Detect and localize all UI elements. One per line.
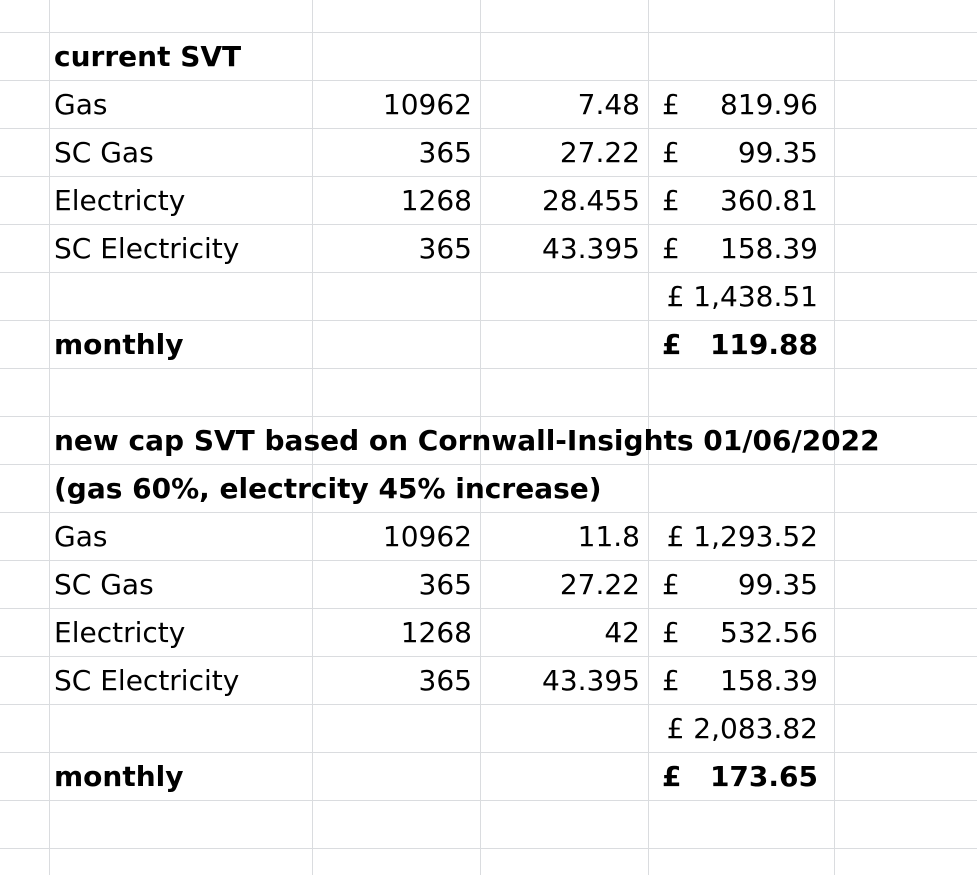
sheet-cell[interactable]: Gas <box>54 88 108 121</box>
sheet-cell[interactable]: SC Gas <box>54 136 154 169</box>
sheet-row: Electricty 1268 42 £532.56 <box>0 609 977 657</box>
sheet-cell[interactable]: Electricty <box>54 616 186 649</box>
sheet-cell[interactable]: monthly <box>54 760 184 793</box>
sheet-row: Electricty 1268 28.455 £360.81 <box>0 177 977 225</box>
sheet-cell[interactable]: 158.39 <box>720 664 818 697</box>
sheet-cell[interactable]: (gas 60%, electrcity 45% increase) <box>54 472 602 505</box>
sheet-row: SC Gas 365 27.22 £99.35 <box>0 129 977 177</box>
sheet-row: (gas 60%, electrcity 45% increase) <box>0 465 977 513</box>
sheet-cell[interactable]: 819.96 <box>720 88 818 121</box>
sheet-row: SC Electricity 365 43.395 £158.39 <box>0 225 977 273</box>
sheet-cell[interactable]: 28.455 <box>542 184 640 217</box>
sheet-cell[interactable]: 365 <box>418 664 472 697</box>
sheet-cell[interactable]: £ <box>662 88 680 121</box>
sheet-cell[interactable]: SC Electricity <box>54 664 240 697</box>
sheet-cell[interactable]: 365 <box>418 136 472 169</box>
sheet-cell[interactable]: £ <box>662 328 682 361</box>
sheet-cell[interactable]: 365 <box>418 232 472 265</box>
sheet-cell[interactable]: £ 2,083.82 <box>666 712 818 745</box>
sheet-cell[interactable]: £ <box>662 664 680 697</box>
sheet-row: £ 2,083.82 <box>0 705 977 753</box>
sheet-cell[interactable]: 43.395 <box>542 232 640 265</box>
sheet-cell[interactable]: 99.35 <box>737 568 818 601</box>
sheet-cell[interactable]: current SVT <box>54 40 242 73</box>
sheet-cell[interactable]: £ <box>662 760 682 793</box>
sheet-cell[interactable]: 173.65 <box>709 760 818 793</box>
sheet-cell[interactable]: 1268 <box>400 184 472 217</box>
sheet-cell[interactable]: £ <box>662 136 680 169</box>
sheet-row: SC Electricity 365 43.395 £158.39 <box>0 657 977 705</box>
sheet-cell[interactable]: Gas <box>54 520 108 553</box>
sheet-cell[interactable]: SC Electricity <box>54 232 240 265</box>
sheet-cell[interactable]: 1268 <box>400 616 472 649</box>
sheet-cell[interactable]: 158.39 <box>720 232 818 265</box>
sheet-row <box>0 0 977 33</box>
sheet-cell[interactable]: 43.395 <box>542 664 640 697</box>
sheet-cell[interactable]: monthly <box>54 328 184 361</box>
sheet-cell[interactable]: 27.22 <box>559 136 640 169</box>
sheet-row: monthly £173.65 <box>0 753 977 801</box>
sheet-row: SC Gas 365 27.22 £99.35 <box>0 561 977 609</box>
sheet-row: new cap SVT based on Cornwall-Insights 0… <box>0 417 977 465</box>
sheet-cell[interactable]: 532.56 <box>720 616 818 649</box>
sheet-cell[interactable]: 7.48 <box>577 88 640 121</box>
sheet-cell[interactable]: 99.35 <box>737 136 818 169</box>
sheet-cell[interactable]: £ <box>662 232 680 265</box>
sheet-cell[interactable]: 11.8 <box>577 520 640 553</box>
sheet-row: £ 1,438.51 <box>0 273 977 321</box>
sheet-cell[interactable]: £ <box>662 616 680 649</box>
sheet-row: Gas 10962 11.8 £ 1,293.52 <box>0 513 977 561</box>
sheet-row: monthly £119.88 <box>0 321 977 369</box>
sheet-cell[interactable]: new cap SVT based on Cornwall-Insights 0… <box>54 424 880 457</box>
sheet-cell[interactable]: 360.81 <box>720 184 818 217</box>
sheet-cell[interactable]: 119.88 <box>709 328 818 361</box>
sheet-cell[interactable]: £ <box>662 568 680 601</box>
sheet-cell[interactable]: Electricty <box>54 184 186 217</box>
sheet-cell[interactable]: 10962 <box>382 88 472 121</box>
sheet-row <box>0 369 977 417</box>
sheet-cell[interactable]: 42 <box>604 616 640 649</box>
sheet-cell[interactable]: £ 1,293.52 <box>666 520 818 553</box>
sheet-row: Gas 10962 7.48 £819.96 <box>0 81 977 129</box>
sheet-cell[interactable]: SC Gas <box>54 568 154 601</box>
sheet-cell[interactable]: 10962 <box>382 520 472 553</box>
sheet-row <box>0 801 977 849</box>
sheet-cell[interactable]: 365 <box>418 568 472 601</box>
sheet-cell[interactable]: £ <box>662 184 680 217</box>
sheet-row: current SVT <box>0 33 977 81</box>
sheet-cell[interactable]: 27.22 <box>559 568 640 601</box>
sheet-cell[interactable]: £ 1,438.51 <box>666 280 818 313</box>
